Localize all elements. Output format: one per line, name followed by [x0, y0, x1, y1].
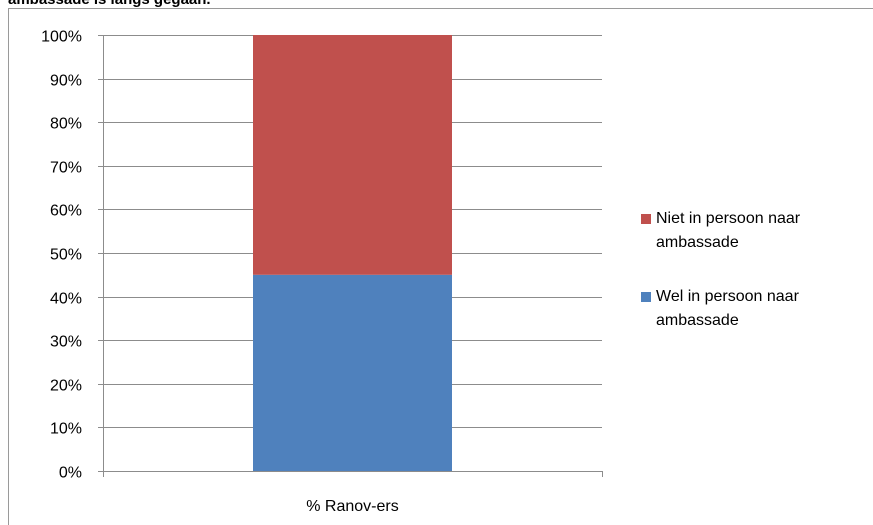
y-tick-label: 10%	[50, 421, 82, 438]
y-tick-label: 40%	[50, 291, 82, 308]
y-tick-label: 80%	[50, 116, 82, 133]
bar-segment-niet	[253, 35, 452, 275]
y-tick-labels: 0% 10% 20% 30% 40% 50% 60% 70% 80% 90% 100%	[41, 29, 82, 482]
chart-frame-top	[8, 8, 873, 9]
chart-frame-left	[8, 8, 9, 525]
legend-swatch	[641, 292, 651, 302]
legend-label: Wel in persoon naar ambassade	[656, 288, 799, 329]
x-tick-labels: % Ranov-ers	[306, 498, 398, 515]
y-tick-label: 70%	[50, 160, 82, 177]
y-tick-label: 30%	[50, 334, 82, 351]
x-tick-label: % Ranov-ers	[306, 498, 398, 515]
legend-item: Wel in persoon naar ambassade	[641, 285, 871, 333]
y-tick-label: 90%	[50, 73, 82, 90]
legend-item: Niet in persoon naar ambassade	[641, 207, 871, 255]
bar-segments	[253, 35, 452, 471]
y-tick-label: 20%	[50, 378, 82, 395]
y-tick-label: 0%	[59, 465, 82, 482]
y-tick-label: 100%	[41, 29, 82, 46]
axes	[98, 35, 603, 477]
y-tick-label: 50%	[50, 247, 82, 264]
bar-segment-wel	[253, 274, 452, 471]
chart-title: ambassade is langs gegaan.	[8, 0, 211, 8]
legend-label: Niet in persoon naar ambassade	[656, 210, 801, 251]
y-tick-label: 60%	[50, 203, 82, 220]
legend-swatch	[641, 214, 651, 224]
